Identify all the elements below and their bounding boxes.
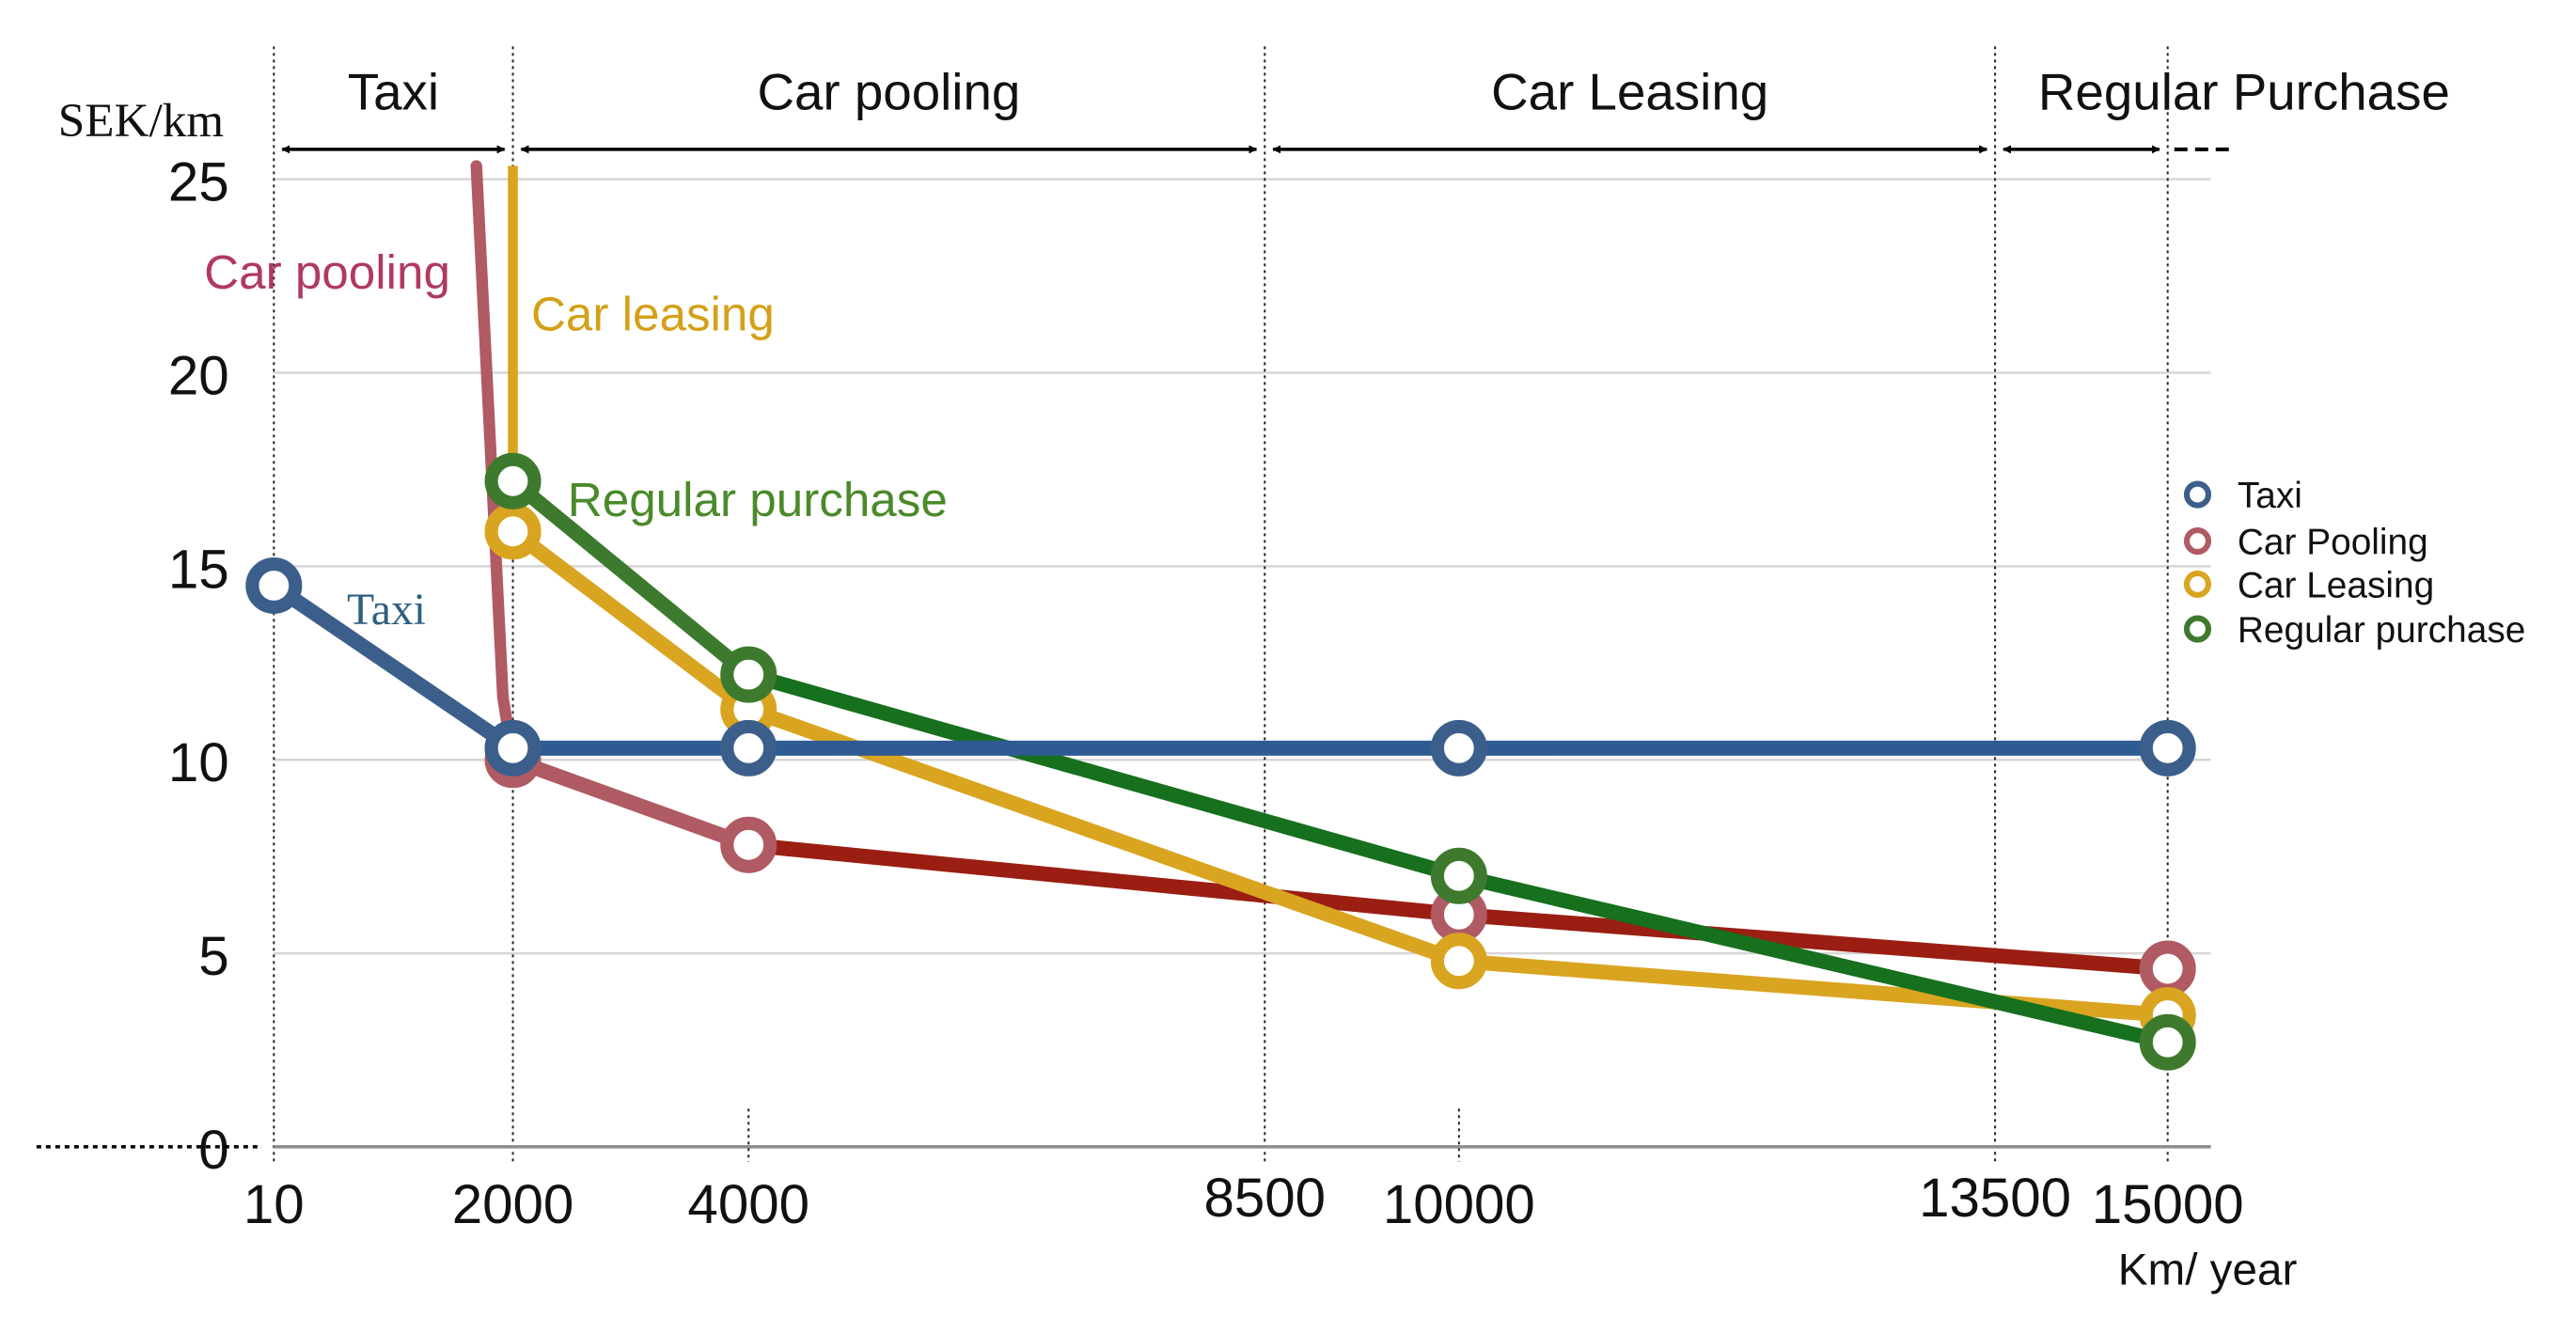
legend-label-3: Regular purchase [2238, 610, 2526, 651]
series-line-regular-purchase-0 [505, 473, 757, 682]
data-point-taxi-15000 [2139, 719, 2196, 776]
series-line-regular-purchase-2 [1451, 868, 2175, 1050]
series [245, 160, 2196, 1071]
region-label-3: Regular Purchase [2038, 63, 2450, 121]
series-labels: Car pooling Car leasing Regular purchase Ta… [204, 245, 948, 635]
legend-marker-0 [2183, 480, 2212, 509]
data-point-regular-purchase-10000 [1430, 847, 1487, 904]
series-label-car-pooling: Car pooling [204, 245, 450, 299]
x-tick-label-8500: 8500 [1203, 1168, 1326, 1229]
data-point-car-pooling-4000 [720, 816, 778, 873]
x-axis-title: Km/ year [2118, 1245, 2298, 1294]
series-label-taxi: Taxi [347, 586, 426, 635]
series-line-taxi-0 [266, 578, 521, 756]
y-tick-label-10: 10 [168, 732, 229, 793]
data-point-regular-purchase-15000 [2139, 1013, 2196, 1071]
data-point-car-pooling-15000 [2139, 940, 2196, 997]
data-point-car-leasing-2000 [484, 503, 542, 560]
x-tick-label-13500: 13500 [1919, 1168, 2071, 1229]
legend-marker-2 [2183, 570, 2212, 599]
data-point-regular-purchase-4000 [720, 646, 778, 703]
series-line-regular-purchase-1 [741, 666, 1467, 884]
data-point-taxi-4000 [720, 719, 778, 776]
y-tick-label-0: 0 [198, 1120, 228, 1181]
region-label-2: Car Leasing [1491, 63, 1768, 121]
x-tick-label-2000: 2000 [452, 1174, 574, 1235]
x-tick-label-10000: 10000 [1383, 1174, 1535, 1235]
data-point-taxi-10000 [1430, 719, 1487, 776]
axes: 0 5 10 15 20 25 10 2000 4000 8500 10000 13500 15000 S… [36, 94, 2298, 1294]
y-tick-label-20: 20 [168, 345, 229, 406]
y-tick-label-25: 25 [168, 152, 229, 213]
series-line-car-pooling-0 [505, 752, 757, 853]
legend-label-1: Car Pooling [2238, 523, 2428, 563]
region-bands: Taxi Car pooling Car Leasing Regular Purcha… [281, 63, 2450, 154]
y-axis-title: SEK/km [58, 94, 225, 148]
y-tick-label-15: 15 [168, 539, 229, 600]
data-point-taxi-10 [245, 557, 303, 614]
x-tick-label-4000: 4000 [687, 1174, 809, 1235]
series-line-car-pooling-1 [741, 837, 1467, 922]
x-tick-label-10: 10 [243, 1174, 305, 1235]
legend-label-0: Taxi [2238, 476, 2302, 516]
y-tick-label-5: 5 [198, 926, 228, 987]
region-label-0: Taxi [348, 63, 439, 121]
legend-label-2: Car Leasing [2238, 566, 2434, 606]
series-line-car-pooling-2 [1451, 906, 2175, 977]
data-point-car-leasing-10000 [1430, 933, 1487, 990]
series-line-car-leasing [505, 524, 2175, 1023]
legend-marker-1 [2183, 526, 2212, 556]
legend-marker-3 [2183, 615, 2212, 643]
x-tick-label-15000: 15000 [2092, 1174, 2244, 1235]
data-point-regular-purchase-2000 [484, 452, 542, 510]
series-label-car-leasing: Car leasing [531, 287, 775, 340]
region-label-1: Car pooling [757, 63, 1020, 121]
series-label-regular-purchase: Regular purchase [568, 473, 948, 526]
data-point-taxi-2000 [484, 719, 542, 776]
